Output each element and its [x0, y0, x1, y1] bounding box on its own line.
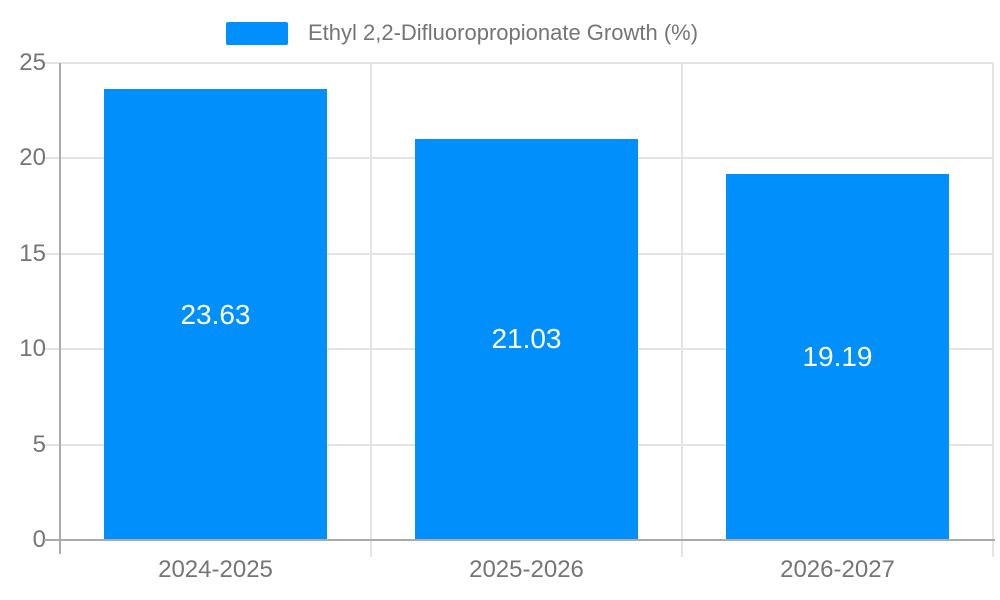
bar-2025-2026: 21.03 — [414, 138, 639, 540]
y-axis-tick-label: 0 — [32, 526, 46, 553]
x-axis-tick-label: 2025-2026 — [469, 556, 584, 583]
gridline-x-2 — [681, 63, 683, 557]
bar-2026-2027: 19.19 — [725, 173, 950, 540]
x-axis-line — [44, 539, 995, 541]
legend-item[interactable]: Ethyl 2,2-Difluoropropionate Growth (%) — [0, 19, 1000, 47]
x-axis-tick-label: 2026-2027 — [780, 556, 895, 583]
y-axis-tick-label: 10 — [19, 335, 46, 363]
gridline-x-1 — [370, 63, 372, 557]
gridline-y-25 — [44, 62, 993, 64]
legend-series-label: Ethyl 2,2-Difluoropropionate Growth (%) — [307, 20, 699, 45]
x-axis-tick-label: 2024-2025 — [158, 556, 273, 583]
y-axis-tick-label: 15 — [19, 239, 46, 267]
y-axis-line — [59, 63, 61, 554]
bar-2024-2025: 23.63 — [103, 89, 328, 540]
y-axis-tick-label: 20 — [19, 144, 46, 172]
bar-value-label: 19.19 — [802, 340, 873, 372]
y-axis-tick-label: 25 — [19, 49, 46, 76]
y-axis-tick-label: 5 — [32, 430, 46, 458]
legend-swatch-icon — [225, 21, 288, 45]
bar-value-label: 23.63 — [180, 298, 251, 330]
bar-value-label: 21.03 — [491, 323, 562, 355]
gridline-x-3 — [992, 63, 994, 557]
